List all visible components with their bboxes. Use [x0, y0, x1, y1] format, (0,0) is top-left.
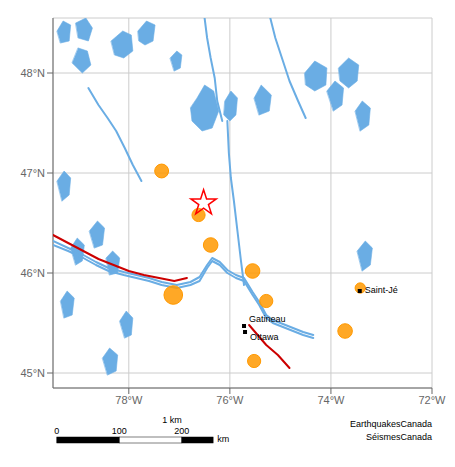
svg-text:Gatineau: Gatineau [249, 314, 286, 324]
svg-text:0: 0 [54, 426, 59, 436]
svg-text:78°W: 78°W [115, 394, 143, 406]
svg-text:Ottawa: Ottawa [250, 332, 279, 342]
svg-text:48°N: 48°N [20, 67, 45, 79]
svg-text:Saint-Jé: Saint-Jé [365, 285, 398, 295]
svg-text:km: km [217, 434, 229, 444]
svg-text:200: 200 [174, 426, 189, 436]
svg-text:46°N: 46°N [20, 267, 45, 279]
svg-text:100: 100 [112, 426, 127, 436]
svg-text:EarthquakesCanada: EarthquakesCanada [350, 419, 432, 429]
svg-text:72°W: 72°W [418, 394, 446, 406]
svg-text:47°N: 47°N [20, 167, 45, 179]
svg-text:SéismesCanada: SéismesCanada [366, 432, 432, 442]
svg-text:76°W: 76°W [216, 394, 244, 406]
svg-text:1 km: 1 km [162, 415, 182, 425]
svg-text:74°W: 74°W [317, 394, 345, 406]
svg-text:45°N: 45°N [20, 367, 45, 379]
